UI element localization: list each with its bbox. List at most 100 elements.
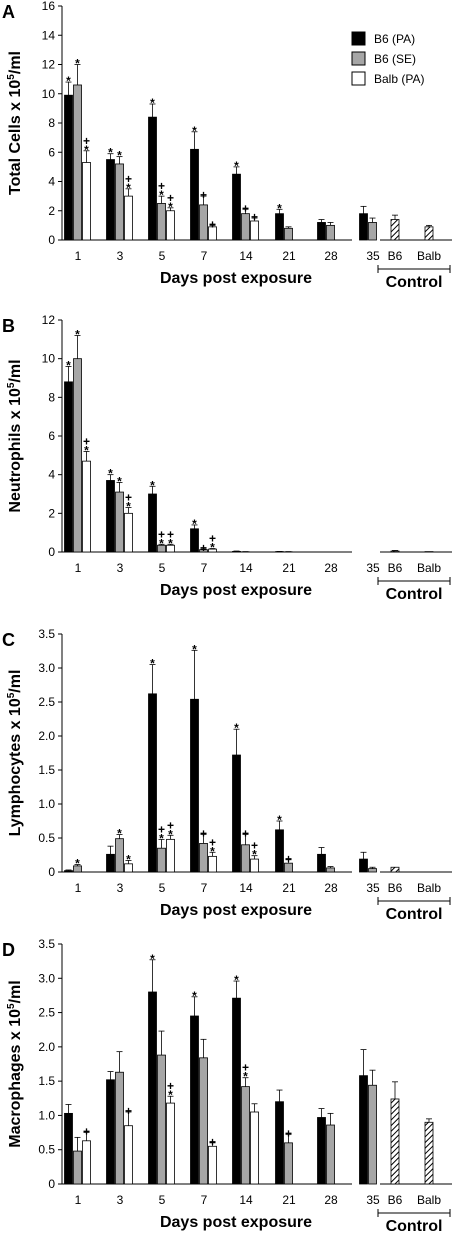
bar-b6-se-day-21 xyxy=(284,227,293,241)
bar-b6-pa-day-1 xyxy=(64,381,73,553)
bar-balb-pa-day-7 xyxy=(208,855,217,873)
control-label: Control xyxy=(386,586,443,603)
x-tick-label: 1 xyxy=(75,1193,82,1207)
x-tick-label: 7 xyxy=(201,1193,208,1207)
significance-star: * xyxy=(277,201,282,215)
x-tick-label: 35 xyxy=(366,881,380,895)
significance-star: * xyxy=(66,358,71,372)
y-tick-label: 2.0 xyxy=(38,729,55,743)
y-tick-label: 0.5 xyxy=(38,1143,55,1157)
x-tick-label: 28 xyxy=(324,561,338,575)
significance-star: * xyxy=(192,642,197,656)
significance-plus: + xyxy=(158,179,165,193)
bar-b6-pa-day-14 xyxy=(232,997,241,1185)
bar-b6-pa-day-7 xyxy=(190,1015,199,1185)
x-tick-label: 21 xyxy=(282,561,296,575)
bar-b6-se-day-3 xyxy=(115,491,124,553)
significance-star: * xyxy=(126,181,131,195)
significance-star: * xyxy=(108,467,113,481)
bar-b6-se-day-35 xyxy=(368,222,377,241)
x-tick-label: 14 xyxy=(239,561,253,575)
bar-b6-se-day-28 xyxy=(326,224,335,241)
significance-star: * xyxy=(168,200,173,214)
y-tick-label: 3.5 xyxy=(38,937,55,951)
x-tick-label: 35 xyxy=(366,1193,380,1207)
bar-b6-se-day-5 xyxy=(157,203,166,241)
y-tick-label: 14 xyxy=(42,28,56,42)
significance-star: * xyxy=(84,443,89,457)
legend: B6 (PA) B6 (SE) Balb (PA) xyxy=(351,31,424,86)
control-tick-label: Balb xyxy=(417,249,441,263)
bar-b6-pa-day-5 xyxy=(148,991,157,1185)
bar-balb-pa-day-5 xyxy=(166,210,175,241)
bar-b6-se-day-7 xyxy=(199,843,208,873)
x-tick-label: 3 xyxy=(117,561,124,575)
significance-star: * xyxy=(150,96,155,110)
bar-balb-pa-day-5 xyxy=(166,838,175,873)
significance-star: * xyxy=(126,500,131,514)
significance-star: * xyxy=(75,857,80,871)
bar-b6-se-day-3 xyxy=(115,838,124,873)
bar-b6-pa-day-35 xyxy=(359,213,368,241)
significance-star: * xyxy=(192,124,197,138)
x-tick-label: 7 xyxy=(201,881,208,895)
x-tick-label: 5 xyxy=(159,249,166,263)
bar-b6-se-day-28 xyxy=(326,867,335,873)
y-tick-label: 0 xyxy=(48,865,55,879)
x-tick-label: 28 xyxy=(324,249,338,263)
bar-b6-se-day-7 xyxy=(199,1057,208,1185)
y-tick-label: 8 xyxy=(48,390,55,404)
y-tick-label: 3.5 xyxy=(38,627,55,641)
y-tick-label: 2.0 xyxy=(38,1040,55,1054)
bar-b6-se-day-21 xyxy=(284,1142,293,1185)
significance-plus: + xyxy=(200,541,207,555)
x-tick-label: 14 xyxy=(239,881,253,895)
significance-star: * xyxy=(168,536,173,550)
bar-b6-se-day-1 xyxy=(73,358,82,553)
significance-star: * xyxy=(117,474,122,488)
bar-balb-pa-day-3 xyxy=(124,195,133,241)
x-tick-label: 1 xyxy=(75,249,82,263)
x-axis-label: Days post exposure xyxy=(160,902,312,919)
bar-balb-pa-day-1 xyxy=(82,460,91,553)
significance-plus: + xyxy=(242,1061,249,1075)
x-tick-label: 1 xyxy=(75,881,82,895)
legend-swatch-b6-se xyxy=(351,51,366,66)
bar-b6-se-day-3 xyxy=(115,163,124,241)
significance-star: * xyxy=(66,74,71,88)
y-tick-label: 2.5 xyxy=(38,695,55,709)
y-tick-label: 0 xyxy=(48,1177,55,1191)
bar-b6-pa-day-14 xyxy=(232,173,241,241)
significance-star: * xyxy=(108,146,113,160)
control-tick-label: Balb xyxy=(417,1193,441,1207)
bar-balb-pa-day-1 xyxy=(82,1140,91,1185)
control-label: Control xyxy=(386,274,443,291)
significance-plus: + xyxy=(200,188,207,202)
significance-star: * xyxy=(150,478,155,492)
bar-b6-pa-day-28 xyxy=(317,222,326,241)
significance-plus: + xyxy=(209,217,216,231)
x-tick-label: 28 xyxy=(324,1193,338,1207)
bar-b6-se-day-7 xyxy=(199,204,208,241)
x-axis-label: Days post exposure xyxy=(160,582,312,599)
significance-star: * xyxy=(159,188,164,202)
panel-letter: B xyxy=(2,316,15,336)
y-tick-label: 3.0 xyxy=(38,661,55,675)
bar-b6-pa-day-1 xyxy=(64,870,73,873)
x-tick-label: 21 xyxy=(282,1193,296,1207)
control-tick-label: Balb xyxy=(417,881,441,895)
y-tick-label: 2.5 xyxy=(38,1006,55,1020)
significance-plus: + xyxy=(158,527,165,541)
legend-label-b6-se: B6 (SE) xyxy=(374,52,416,66)
bar-b6-pa-day-5 xyxy=(148,493,157,553)
y-tick-label: 0.5 xyxy=(38,831,55,845)
significance-plus: + xyxy=(167,527,174,541)
bar-b6-pa-day-1 xyxy=(64,1112,73,1185)
y-tick-label: 1.5 xyxy=(38,763,55,777)
significance-star: * xyxy=(117,149,122,163)
legend-label-balb-pa: Balb (PA) xyxy=(374,72,424,86)
control-bar-b6 xyxy=(390,1098,400,1185)
